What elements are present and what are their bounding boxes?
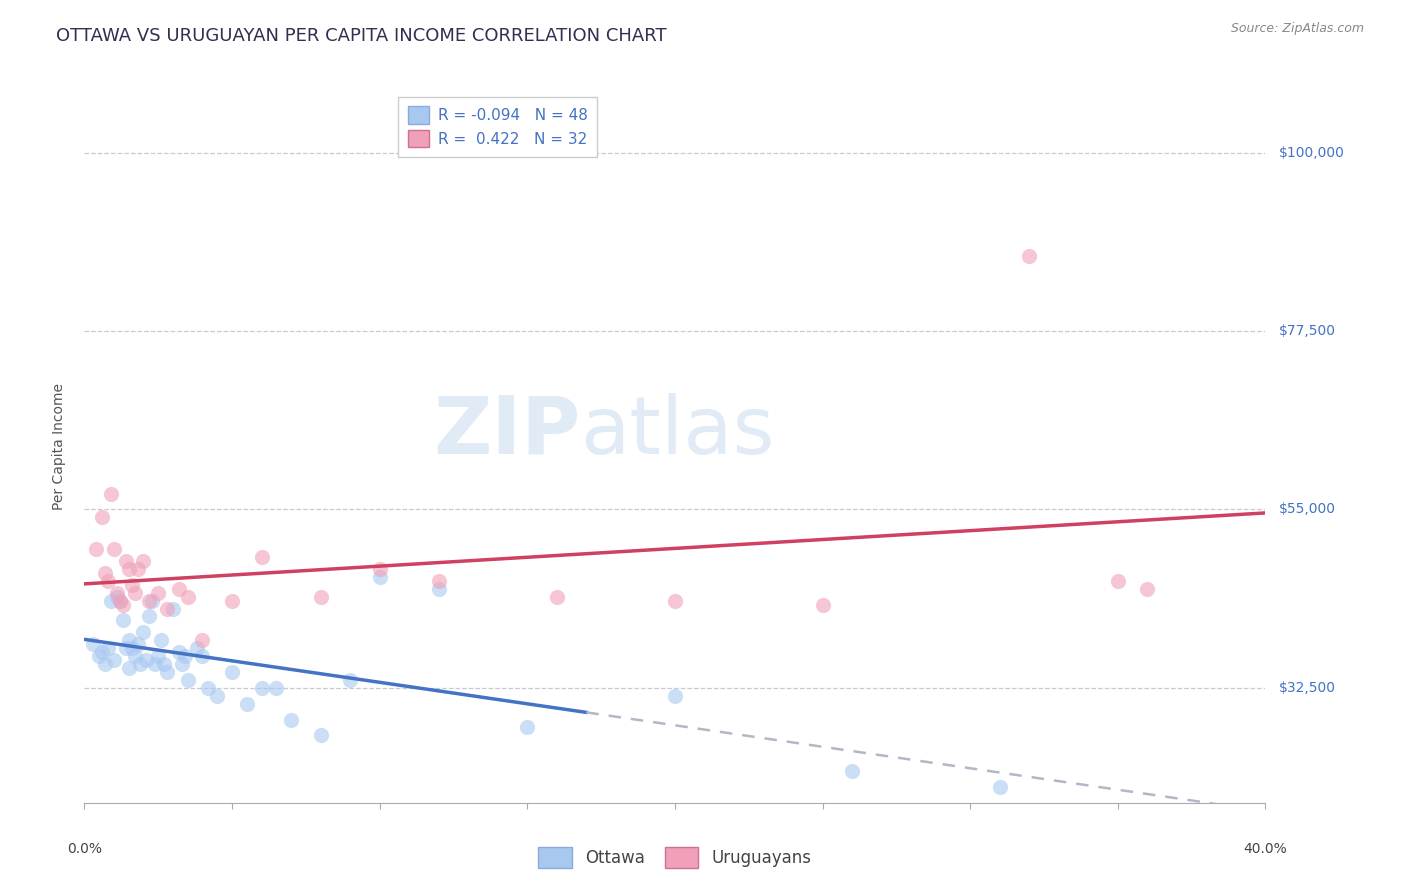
Point <box>309 590 332 604</box>
Point <box>177 590 200 604</box>
Point <box>150 633 173 648</box>
Point <box>91 645 114 659</box>
Point <box>132 554 155 568</box>
Text: $32,500: $32,500 <box>1279 681 1336 695</box>
Point <box>127 637 149 651</box>
Point <box>191 649 214 664</box>
Point <box>94 566 117 580</box>
Point <box>988 780 1011 794</box>
Point <box>121 641 143 656</box>
Point <box>118 633 141 648</box>
Point <box>103 542 125 557</box>
Text: OTTAWA VS URUGUAYAN PER CAPITA INCOME CORRELATION CHART: OTTAWA VS URUGUAYAN PER CAPITA INCOME CO… <box>56 27 666 45</box>
Point <box>173 649 195 664</box>
Point <box>186 641 208 656</box>
Point <box>197 681 219 695</box>
Text: 0.0%: 0.0% <box>67 842 101 856</box>
Point <box>82 637 104 651</box>
Point <box>264 681 288 695</box>
Point <box>105 585 128 599</box>
Point <box>138 609 160 624</box>
Point <box>124 585 146 599</box>
Point <box>546 590 568 604</box>
Text: ZIP: ZIP <box>433 392 581 471</box>
Point <box>87 649 111 664</box>
Point <box>177 673 200 687</box>
Point <box>94 657 117 671</box>
Point <box>132 625 155 640</box>
Point <box>127 562 149 576</box>
Point <box>250 681 273 695</box>
Legend: Ottawa, Uruguayans: Ottawa, Uruguayans <box>531 840 818 875</box>
Point <box>135 653 157 667</box>
Point <box>170 657 193 671</box>
Point <box>148 585 170 599</box>
Point <box>114 641 136 656</box>
Point <box>221 665 243 679</box>
Point <box>138 593 160 607</box>
Text: $55,000: $55,000 <box>1279 502 1336 516</box>
Point <box>1018 249 1040 263</box>
Point <box>97 641 120 656</box>
Point <box>167 582 190 596</box>
Text: Source: ZipAtlas.com: Source: ZipAtlas.com <box>1230 22 1364 36</box>
Point <box>111 614 134 628</box>
Point <box>105 590 128 604</box>
Point <box>1136 582 1159 596</box>
Point <box>97 574 120 588</box>
Point <box>250 549 273 564</box>
Point <box>124 649 146 664</box>
Text: 40.0%: 40.0% <box>1243 842 1288 856</box>
Point <box>108 593 131 607</box>
Point <box>148 649 170 664</box>
Point <box>141 593 163 607</box>
Point <box>339 673 361 687</box>
Point <box>111 598 134 612</box>
Point <box>191 633 214 648</box>
Point <box>1107 574 1129 588</box>
Point <box>118 661 141 675</box>
Text: atlas: atlas <box>581 392 775 471</box>
Point <box>368 562 391 576</box>
Point <box>156 665 179 679</box>
Point <box>103 653 125 667</box>
Point <box>664 689 686 703</box>
Point <box>84 542 107 557</box>
Point <box>309 728 332 742</box>
Point <box>167 645 190 659</box>
Point <box>91 510 114 524</box>
Point <box>162 601 184 615</box>
Point <box>100 593 122 607</box>
Point <box>427 582 450 596</box>
Point <box>841 764 863 778</box>
Point <box>121 578 143 592</box>
Point <box>368 570 391 584</box>
Legend: R = -0.094   N = 48, R =  0.422   N = 32: R = -0.094 N = 48, R = 0.422 N = 32 <box>398 97 598 157</box>
Point <box>516 721 538 735</box>
Point <box>235 697 259 711</box>
Y-axis label: Per Capita Income: Per Capita Income <box>52 383 66 509</box>
Point <box>153 657 176 671</box>
Point <box>280 713 302 727</box>
Point <box>118 562 141 576</box>
Point <box>143 657 166 671</box>
Text: $100,000: $100,000 <box>1279 145 1346 160</box>
Point <box>427 574 450 588</box>
Point <box>221 593 243 607</box>
Point <box>114 554 136 568</box>
Point <box>100 486 122 500</box>
Point <box>108 593 131 607</box>
Point <box>156 601 179 615</box>
Point <box>205 689 228 703</box>
Point <box>664 593 686 607</box>
Point <box>129 657 152 671</box>
Point <box>811 598 834 612</box>
Text: $77,500: $77,500 <box>1279 324 1336 338</box>
